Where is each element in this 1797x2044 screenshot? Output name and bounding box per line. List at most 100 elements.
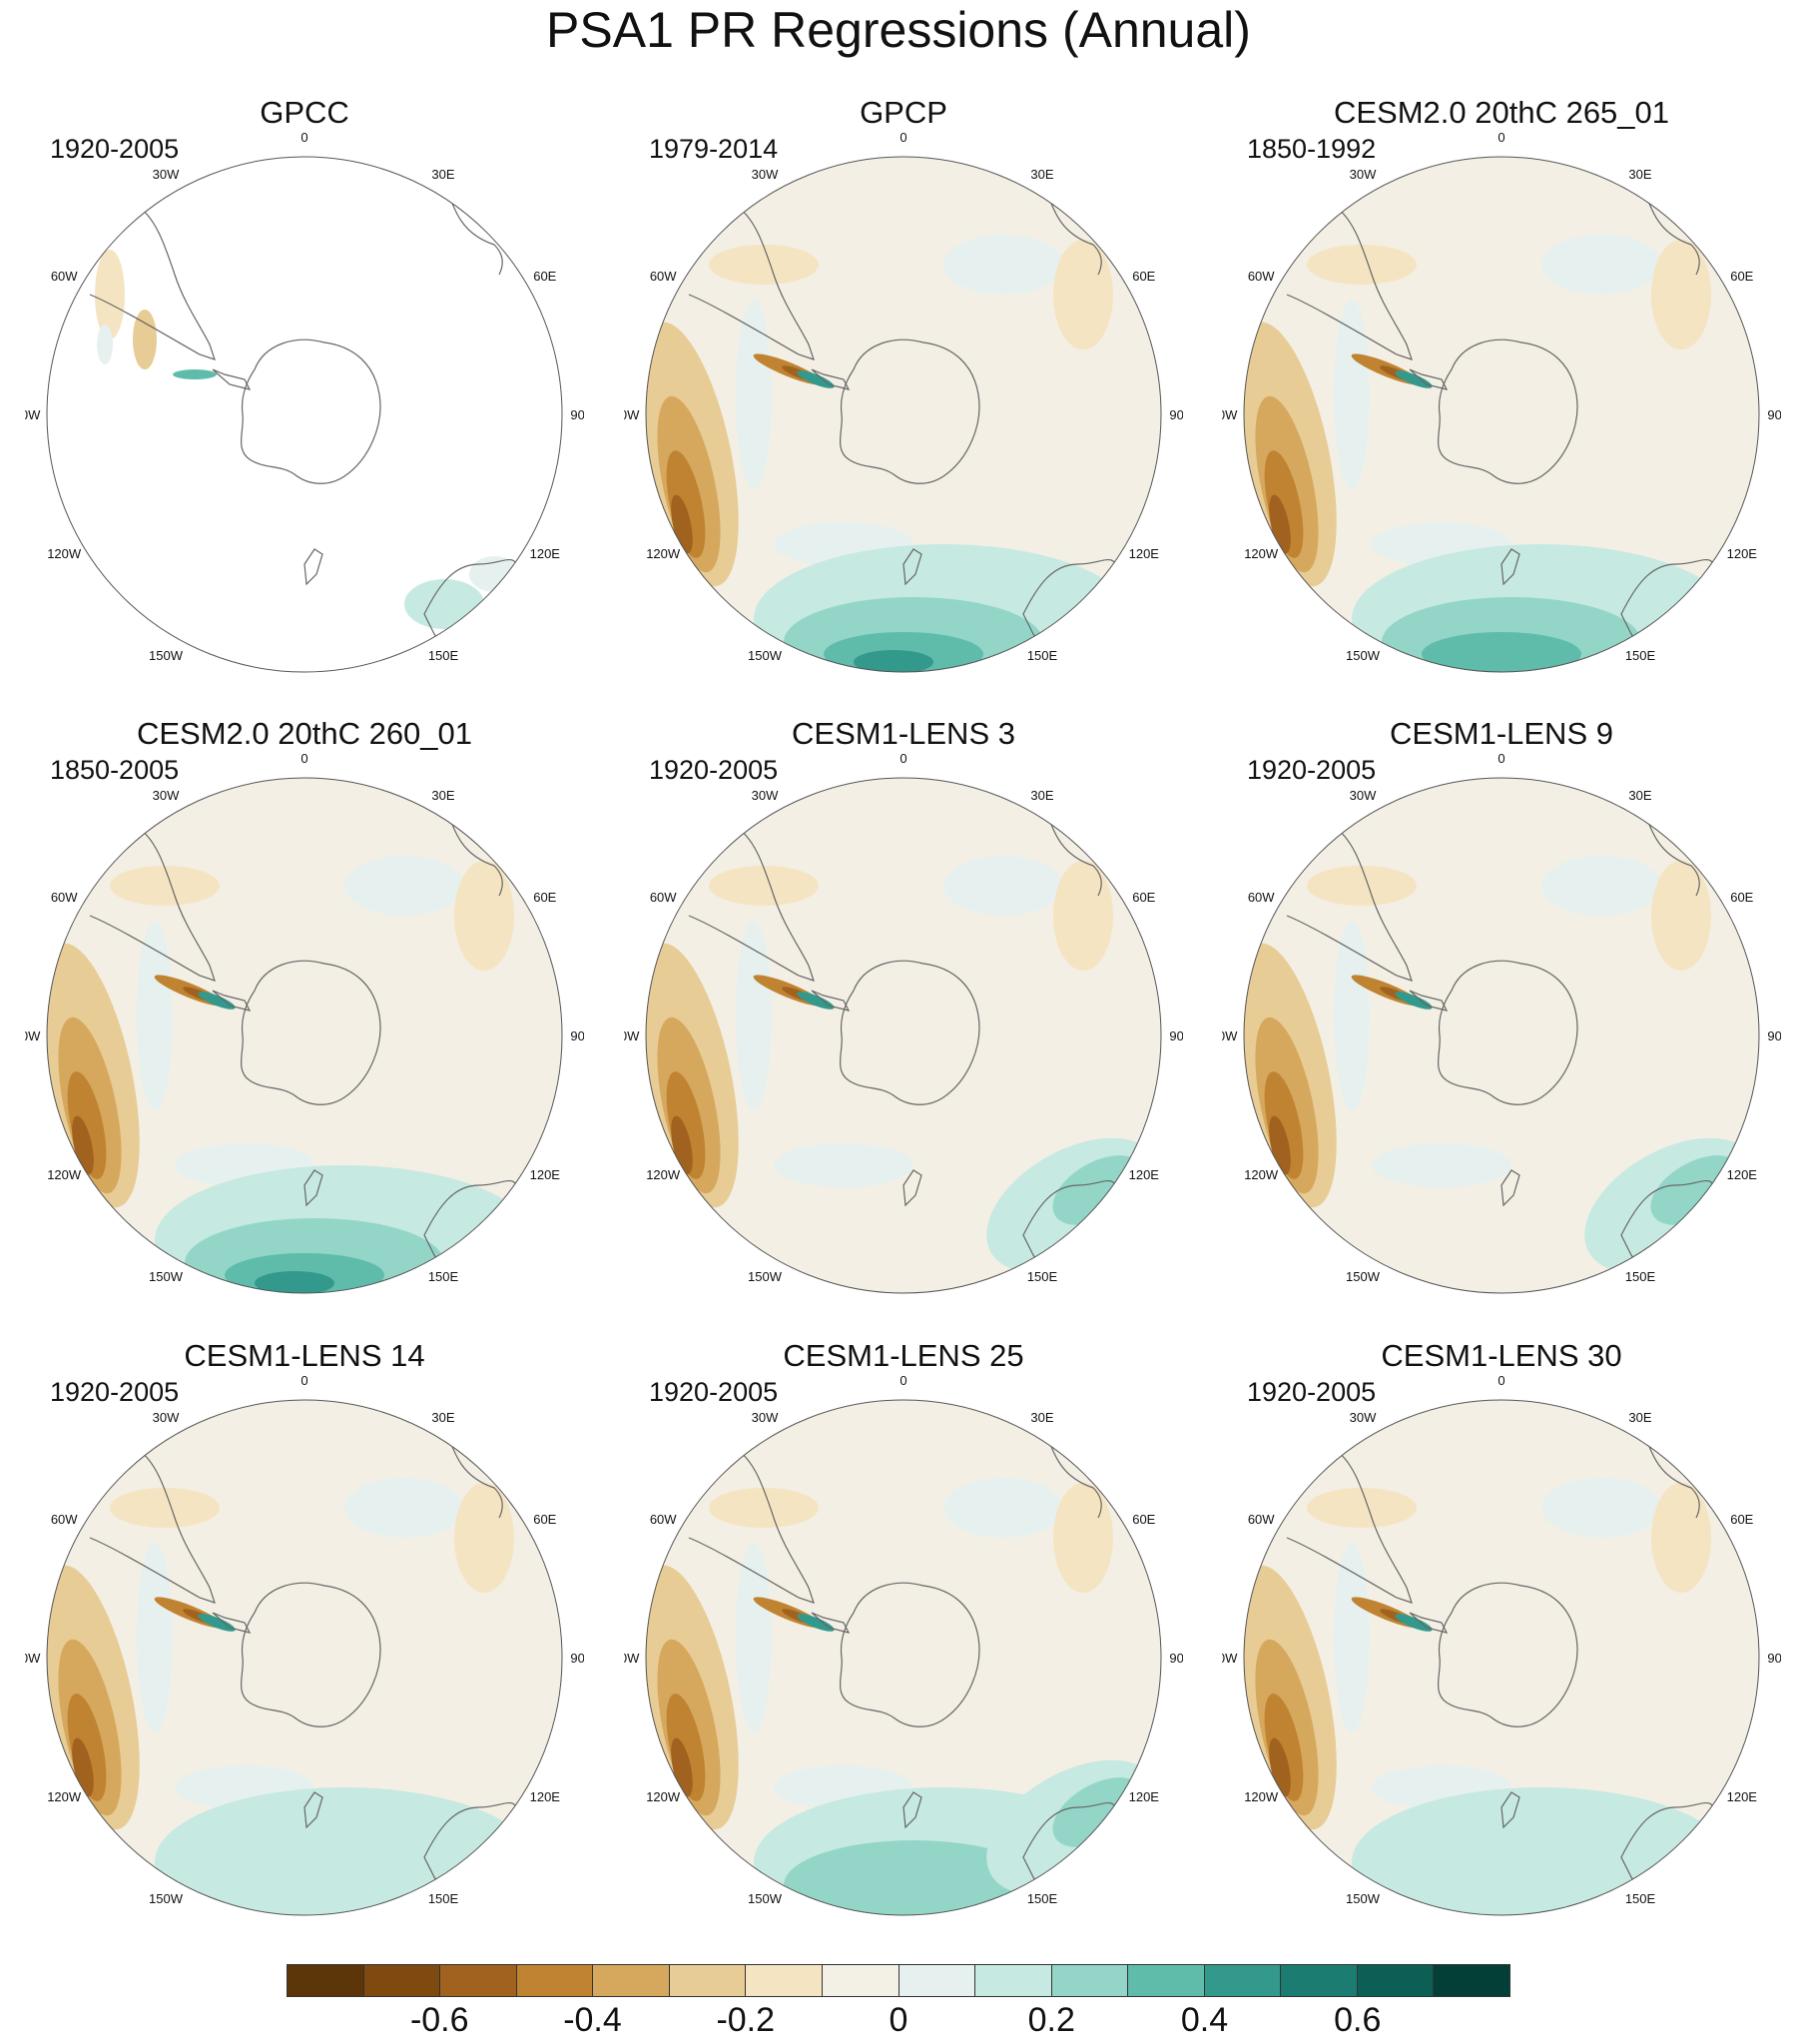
regression-contour <box>67 1694 107 1801</box>
longitude-label: 90E <box>1767 407 1781 422</box>
regression-contour <box>1264 1694 1304 1801</box>
colorbar-tick-label: 0.6 <box>1334 2001 1382 2039</box>
longitude-label: 30E <box>1628 788 1651 803</box>
regression-contour <box>1053 861 1113 971</box>
polar-map: 030E60E90E120E150E180150W120W90W60W30W <box>25 751 584 1294</box>
longitude-label: 0 <box>899 751 906 766</box>
regression-contour <box>1334 921 1370 1110</box>
coastline <box>212 1582 381 1727</box>
coastline <box>89 825 216 982</box>
longitude-label: 120W <box>47 1167 82 1182</box>
polar-map: 030E60E90E120E150E180150W120W90W60W30W <box>624 751 1183 1294</box>
coastline <box>89 1447 216 1604</box>
panel-period: 1920-2005 <box>1247 755 1377 785</box>
longitude-label: 60W <box>51 269 78 284</box>
longitude-label: 120W <box>1244 546 1279 561</box>
polar-map: 030E60E90E120E150E180150W120W90W60W30W <box>25 130 584 673</box>
longitude-label: 120E <box>1129 1167 1160 1182</box>
longitude-label: 30W <box>1350 788 1377 803</box>
regression-contour <box>95 250 125 340</box>
colorbar-swatch <box>363 1965 441 1996</box>
regression-contour <box>1651 861 1711 971</box>
longitude-label: 150E <box>428 648 459 663</box>
longitude-label: 60W <box>1248 1512 1275 1527</box>
longitude-label: 90W <box>1222 1028 1238 1043</box>
coastline <box>1042 800 1102 897</box>
regression-contour <box>671 1115 693 1175</box>
longitude-label: 0 <box>1498 130 1504 145</box>
regression-contour <box>666 450 706 558</box>
coastline <box>811 1582 980 1727</box>
regression-contour <box>1334 1543 1370 1732</box>
coastline <box>688 204 815 360</box>
longitude-label: 30W <box>752 167 779 182</box>
panel-period: 1920-2005 <box>649 1377 779 1407</box>
coastline <box>303 1169 323 1207</box>
longitude-label: 90E <box>1767 1028 1781 1043</box>
panel-period: 1920-2005 <box>1247 1377 1377 1407</box>
polar-map: 030E60E90E120E150E180150W120W90W60W30W <box>1222 130 1781 673</box>
regression-contour <box>943 856 1063 916</box>
longitude-label: 0 <box>899 1373 906 1388</box>
map-panel: CESM1-LENS 9 1920-2005 0 30E 60E 90E 120E 150E 1… <box>1222 716 1781 1305</box>
longitude-label: 90W <box>624 1028 640 1043</box>
colorbar-swatch <box>822 1965 899 1996</box>
longitude-label: 150E <box>1027 648 1058 663</box>
longitude-label: 30E <box>431 1410 454 1425</box>
regression-contour <box>1307 1488 1417 1528</box>
panel-title: GPCP <box>860 95 947 130</box>
longitude-label: 0 <box>300 130 307 145</box>
regression-contour <box>110 1488 220 1528</box>
regression-contour <box>1395 1614 1433 1632</box>
regression-contour <box>671 1737 693 1797</box>
colorbar-swatch <box>746 1965 823 1996</box>
coastline <box>1500 1791 1520 1829</box>
regression-contour <box>1651 240 1711 349</box>
colorbar-tick-label: 0 <box>889 2001 908 2039</box>
colorbar-swatch <box>1434 1965 1509 1996</box>
longitude-label: 30E <box>431 167 454 182</box>
longitude-label: 120E <box>1727 546 1758 561</box>
longitude-label: 60W <box>650 269 677 284</box>
coastline <box>1286 825 1413 982</box>
panel-title: CESM1-LENS 9 <box>1390 716 1613 751</box>
polar-map: 030E60E90E120E150E180150W120W90W60W30W <box>624 130 1183 673</box>
longitude-label: 120W <box>646 1167 681 1182</box>
regression-contour <box>133 310 157 369</box>
colorbar-swatch <box>1357 1965 1435 1996</box>
colorbar-tick-label: -0.4 <box>563 2001 622 2039</box>
coastline <box>1042 1422 1102 1519</box>
map-border <box>1243 1399 1760 1916</box>
longitude-label: 150E <box>1625 648 1656 663</box>
colorbar-swatch <box>1051 1965 1129 1996</box>
longitude-label: 120W <box>1244 1789 1279 1804</box>
coastline <box>212 960 381 1105</box>
longitude-label: 150W <box>748 1269 783 1284</box>
regression-contour <box>137 921 173 1110</box>
longitude-label: 30E <box>1628 1410 1651 1425</box>
polar-map: 030E60E90E120E150E180150W120W90W60W30W <box>1222 1373 1781 1916</box>
regression-contour <box>97 325 113 364</box>
longitude-label: 30E <box>1030 167 1053 182</box>
panel-period: 1850-1992 <box>1247 134 1377 164</box>
colorbar-swatch <box>975 1965 1052 1996</box>
longitude-label: 90W <box>624 407 640 422</box>
longitude-label: 120W <box>1244 1167 1279 1182</box>
regression-contour <box>709 245 819 285</box>
panel-title: CESM1-LENS 25 <box>783 1338 1024 1373</box>
regression-contour <box>666 1071 706 1179</box>
panel-title: CESM1-LENS 30 <box>1381 1338 1622 1373</box>
regression-contour <box>344 1478 464 1538</box>
polar-map: 030E60E90E120E150E180150W120W90W60W30W <box>624 1373 1183 1916</box>
longitude-label: 0 <box>300 1373 307 1388</box>
longitude-label: 60W <box>650 1512 677 1527</box>
coastline <box>1640 1422 1700 1519</box>
panel-title: CESM1-LENS 14 <box>184 1338 425 1373</box>
longitude-label: 30W <box>1350 1410 1377 1425</box>
map-border <box>1243 156 1760 673</box>
regression-contour <box>1541 856 1661 916</box>
map-panel: CESM2.0 20thC 260_01 1850-2005 0 30E 60E 90E 1… <box>25 716 584 1305</box>
longitude-label: 90W <box>25 1651 41 1666</box>
regression-contour <box>1372 1143 1511 1187</box>
polar-map: 030E60E90E120E150E180150W120W90W60W30W <box>1222 751 1781 1294</box>
